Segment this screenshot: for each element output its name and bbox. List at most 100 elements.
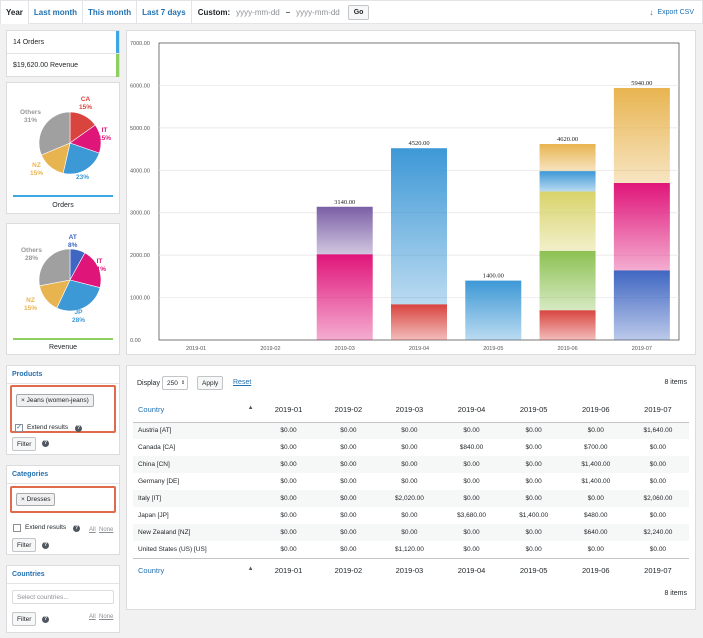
products-extend-checkbox[interactable]: ✓ bbox=[15, 424, 23, 432]
export-csv-link[interactable]: ↓ Export CSV bbox=[649, 1, 694, 24]
bar-segment[interactable] bbox=[539, 250, 596, 311]
revenue-cell: $0.00 bbox=[280, 529, 297, 536]
products-filter-button[interactable]: Filter bbox=[12, 437, 37, 451]
col-month[interactable]: 2019-04 bbox=[457, 566, 486, 576]
apply-button[interactable]: Apply bbox=[197, 376, 224, 390]
bar-segment[interactable] bbox=[316, 254, 373, 340]
reset-link[interactable]: Reset bbox=[233, 379, 252, 386]
col-month[interactable]: 2019-01 bbox=[274, 404, 303, 414]
revenue-cell: $0.00 bbox=[649, 512, 667, 519]
bar-total-label: 1400.00 bbox=[483, 273, 504, 280]
col-month[interactable]: 2019-04 bbox=[457, 404, 486, 414]
x-tick-label: 2019-01 bbox=[186, 346, 206, 352]
revenue-cell: $0.00 bbox=[340, 427, 357, 435]
tab-last-7-days[interactable]: Last 7 days bbox=[137, 0, 192, 24]
revenue-cell: $0.00 bbox=[587, 495, 604, 502]
product-chip-jeans[interactable]: × Jeans (women-jeans) bbox=[16, 394, 94, 407]
custom-range: Custom: yyyy-mm-dd – yyyy-mm-dd Go bbox=[192, 1, 376, 24]
col-month[interactable]: 2019-05 bbox=[519, 566, 548, 576]
categories-select-none[interactable]: None bbox=[99, 527, 114, 533]
orders-count: 14 Orders bbox=[13, 38, 45, 46]
countries-filter-button[interactable]: Filter bbox=[12, 612, 37, 626]
bar-total-label: 4520.00 bbox=[408, 140, 429, 147]
table-row: United States (US) [US] $0.00 $0.00 $1,120.… bbox=[133, 541, 689, 558]
revenue-cell: $700.00 bbox=[584, 444, 608, 451]
bar-segment[interactable] bbox=[539, 143, 596, 172]
help-icon[interactable]: ? bbox=[75, 425, 82, 432]
revenue-cell: $0.00 bbox=[525, 545, 542, 553]
revenue-pie-panel: AT 8% IT 21% JP 28% NZ 15% Others 28% Revenue bbox=[6, 223, 120, 355]
bar-segment[interactable] bbox=[465, 280, 522, 340]
col-month[interactable]: 2019-03 bbox=[395, 566, 424, 576]
revenue-pie-slice-jp bbox=[56, 279, 101, 312]
categories-filter: Categories × Dresses Extend results ? Al… bbox=[6, 465, 120, 555]
revenue-cell: $0.00 bbox=[280, 461, 297, 468]
categories-select-all[interactable]: All bbox=[89, 527, 96, 533]
y-tick-label: 5000.00 bbox=[130, 126, 150, 132]
col-month[interactable]: 2019-03 bbox=[395, 404, 424, 414]
tab-last-month[interactable]: Last month bbox=[29, 0, 84, 24]
col-country[interactable]: Country ▲ bbox=[138, 566, 254, 576]
go-button[interactable]: Go bbox=[347, 4, 370, 20]
revenue-color-bar bbox=[116, 54, 119, 77]
tab-year[interactable]: Year bbox=[1, 0, 29, 24]
categories-extend-checkbox[interactable] bbox=[13, 524, 21, 532]
date-from-input[interactable]: yyyy-mm-dd bbox=[236, 7, 280, 17]
bar-segment[interactable] bbox=[613, 183, 670, 271]
countries-select-all[interactable]: All bbox=[89, 614, 96, 620]
bar-total-label: 4620.00 bbox=[557, 136, 578, 143]
col-country[interactable]: Country ▲ bbox=[138, 404, 254, 414]
help-icon[interactable]: ? bbox=[73, 525, 80, 532]
col-month[interactable]: 2019-06 bbox=[582, 566, 610, 576]
col-month[interactable]: 2019-02 bbox=[334, 566, 363, 576]
legend-orders[interactable]: 14 Orders bbox=[7, 31, 119, 54]
col-month[interactable]: 2019-05 bbox=[519, 404, 548, 414]
help-icon[interactable]: ? bbox=[42, 440, 49, 447]
revenue-cell: $0.00 bbox=[525, 478, 542, 485]
table-row: China [CN] $0.00 $0.00 $0.00 $0.00 $0.00 $1,40… bbox=[133, 456, 689, 473]
country-cell: Germany [DE] bbox=[138, 478, 180, 485]
tab-this-month[interactable]: This month bbox=[83, 0, 138, 24]
help-icon[interactable]: ? bbox=[42, 616, 49, 623]
legend-revenue[interactable]: $19,620.00 Revenue bbox=[7, 54, 119, 77]
countries-select-input[interactable]: Select countries... bbox=[12, 590, 114, 604]
bar-segment[interactable] bbox=[613, 270, 670, 340]
y-tick-label: 1000.00 bbox=[130, 296, 150, 302]
bar-segment[interactable] bbox=[391, 304, 447, 340]
revenue-pie-chart bbox=[38, 248, 102, 312]
col-month[interactable]: 2019-01 bbox=[274, 566, 303, 576]
bar-segment[interactable] bbox=[391, 148, 447, 305]
orders-pie-label-nz: NZ 15% bbox=[30, 162, 44, 177]
table-footer-row: Country ▲ 2019-01 2019-02 2019-03 2019-04… bbox=[133, 558, 689, 583]
col-month[interactable]: 2019-02 bbox=[334, 404, 363, 414]
col-month[interactable]: 2019-07 bbox=[644, 404, 672, 414]
col-month[interactable]: 2019-07 bbox=[644, 566, 672, 576]
revenue-cell: $0.00 bbox=[401, 529, 418, 536]
bar-segment[interactable] bbox=[539, 171, 596, 192]
bar-segment[interactable] bbox=[316, 206, 373, 255]
revenue-pie-label-jp: JP 28% bbox=[72, 309, 86, 324]
revenue-cell: $0.00 bbox=[401, 512, 418, 519]
revenue-cell: $0.00 bbox=[649, 545, 667, 553]
categories-filter-button[interactable]: Filter bbox=[12, 538, 37, 552]
bar-segment[interactable] bbox=[613, 87, 670, 184]
y-tick-label: 2000.00 bbox=[130, 253, 150, 259]
revenue-pie-slice-others bbox=[38, 248, 71, 287]
revenue-cell: $2,240.00 bbox=[643, 529, 673, 536]
date-to-input[interactable]: yyyy-mm-dd bbox=[296, 7, 340, 17]
y-tick-label: 0.00 bbox=[130, 338, 141, 344]
countries-select-none[interactable]: None bbox=[99, 614, 114, 620]
bar-segment[interactable] bbox=[539, 310, 596, 340]
table-row: Canada [CA] $0.00 $0.00 $0.00 $840.00 $0.00 $7… bbox=[133, 439, 689, 456]
revenue-cell: $0.00 bbox=[587, 427, 604, 435]
custom-label: Custom: bbox=[197, 7, 231, 17]
col-month[interactable]: 2019-06 bbox=[582, 404, 610, 414]
bar-segment[interactable] bbox=[539, 191, 596, 251]
revenue-cell: $0.00 bbox=[280, 545, 297, 553]
country-revenue-table: Country ▲ 2019-01 2019-02 2019-03 2019-04… bbox=[133, 397, 689, 583]
category-chip-dresses[interactable]: × Dresses bbox=[16, 493, 56, 506]
display-count-select[interactable]: 250 ⇕ bbox=[162, 376, 188, 390]
help-icon[interactable]: ? bbox=[42, 542, 49, 549]
y-tick-label: 7000.00 bbox=[130, 41, 150, 47]
revenue-cell: $1,400.00 bbox=[581, 478, 611, 485]
